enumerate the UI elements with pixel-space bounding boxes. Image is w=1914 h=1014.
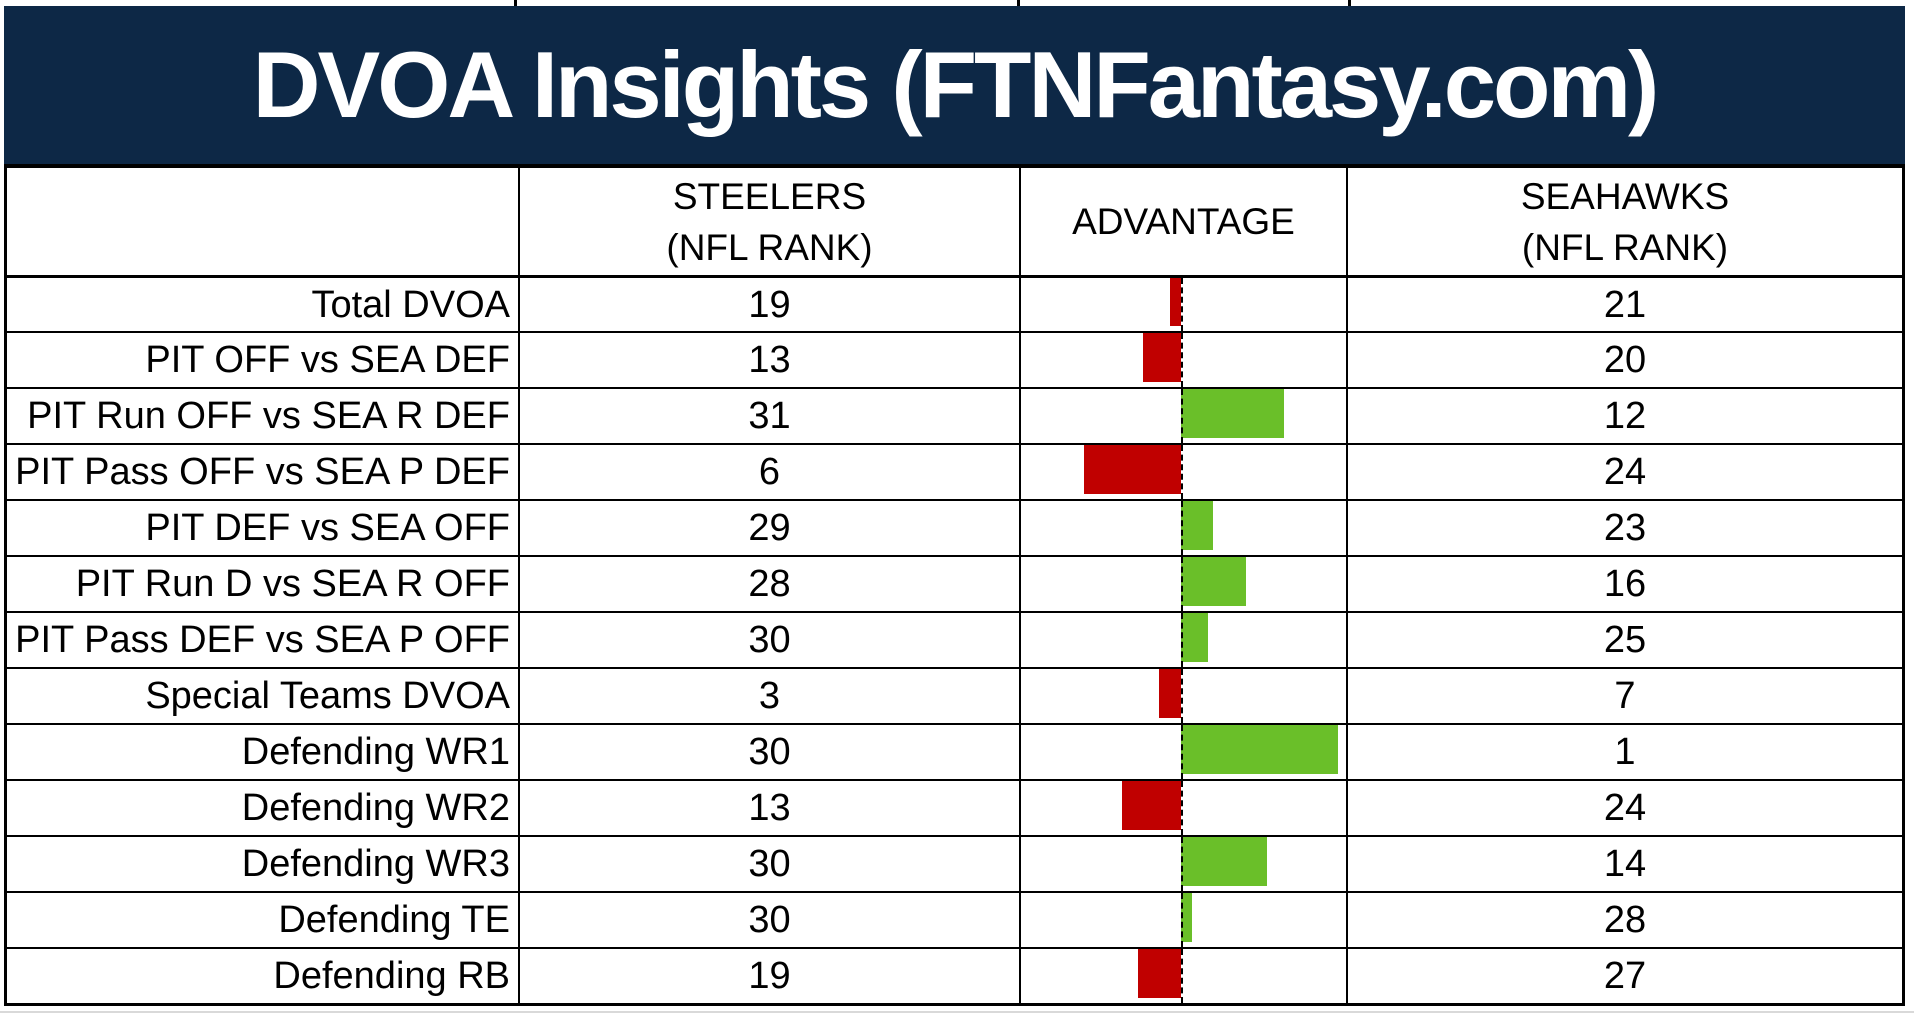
advantage-cell xyxy=(1019,387,1346,443)
advantage-zero-axis xyxy=(1181,837,1183,891)
advantage-bar-green xyxy=(1181,613,1208,662)
steelers-rank-value: 19 xyxy=(518,947,1019,1003)
advantage-cell xyxy=(1019,555,1346,611)
seahawks-rank-value: 25 xyxy=(1346,611,1902,667)
row-label: Defending TE xyxy=(7,891,518,947)
advantage-zero-axis xyxy=(1181,949,1183,1003)
row-label: Defending WR2 xyxy=(7,779,518,835)
advantage-cell xyxy=(1019,947,1346,1003)
seahawks-rank-value: 21 xyxy=(1346,275,1902,331)
advantage-cell xyxy=(1019,443,1346,499)
row-label: PIT Pass DEF vs SEA P OFF xyxy=(7,611,518,667)
advantage-zero-axis xyxy=(1181,445,1183,499)
row-label: Total DVOA xyxy=(7,275,518,331)
advantage-bar-green xyxy=(1181,501,1213,550)
seahawks-rank-value: 27 xyxy=(1346,947,1902,1003)
steelers-rank-value: 31 xyxy=(518,387,1019,443)
row-label: Special Teams DVOA xyxy=(7,667,518,723)
dvoa-table: STEELERS (NFL RANK) ADVANTAGE SEAHAWKS (… xyxy=(4,164,1905,1006)
seahawks-rank-value: 14 xyxy=(1346,835,1902,891)
steelers-rank-value: 3 xyxy=(518,667,1019,723)
seahawks-rank-value: 1 xyxy=(1346,723,1902,779)
advantage-cell xyxy=(1019,835,1346,891)
steelers-rank-value: 30 xyxy=(518,723,1019,779)
header-seahawks-team: SEAHAWKS xyxy=(1520,175,1730,217)
advantage-zero-axis xyxy=(1181,669,1183,723)
advantage-bar-red xyxy=(1084,445,1181,494)
steelers-rank-value: 30 xyxy=(518,611,1019,667)
advantage-cell xyxy=(1019,891,1346,947)
header-advantage: ADVANTAGE xyxy=(1019,168,1346,275)
steelers-rank-value: 19 xyxy=(518,275,1019,331)
steelers-rank-value: 30 xyxy=(518,891,1019,947)
gridline-stub xyxy=(514,0,517,7)
title-banner: DVOA Insights (FTNFantasy.com) xyxy=(4,6,1905,164)
seahawks-rank-value: 24 xyxy=(1346,443,1902,499)
steelers-rank-value: 30 xyxy=(518,835,1019,891)
seahawks-rank-value: 24 xyxy=(1346,779,1902,835)
advantage-cell xyxy=(1019,723,1346,779)
row-label: PIT OFF vs SEA DEF xyxy=(7,331,518,387)
row-label: PIT Pass OFF vs SEA P DEF xyxy=(7,443,518,499)
advantage-zero-axis xyxy=(1181,613,1183,667)
row-label: Defending RB xyxy=(7,947,518,1003)
advantage-cell xyxy=(1019,331,1346,387)
header-steelers-team: STEELERS xyxy=(672,175,867,217)
header-advantage-label: ADVANTAGE xyxy=(1072,201,1295,242)
page-title: DVOA Insights (FTNFantasy.com) xyxy=(252,32,1660,137)
advantage-cell xyxy=(1019,499,1346,555)
seahawks-rank-value: 12 xyxy=(1346,387,1902,443)
header-steelers-ranknote: (NFL RANK) xyxy=(666,226,873,268)
seahawks-rank-value: 23 xyxy=(1346,499,1902,555)
row-label: PIT Run D vs SEA R OFF xyxy=(7,555,518,611)
header-seahawks-ranknote: (NFL RANK) xyxy=(1521,226,1729,268)
header-row-labels xyxy=(7,168,518,275)
advantage-bar-green xyxy=(1181,557,1246,606)
advantage-zero-axis xyxy=(1181,781,1183,835)
advantage-zero-axis xyxy=(1181,278,1183,331)
advantage-bar-green xyxy=(1181,725,1338,774)
steelers-rank-value: 13 xyxy=(518,779,1019,835)
seahawks-rank-value: 28 xyxy=(1346,891,1902,947)
advantage-bar-red xyxy=(1170,278,1181,326)
header-steelers: STEELERS (NFL RANK) xyxy=(518,168,1019,275)
gridline-stub xyxy=(1348,0,1351,7)
gridline-stub xyxy=(1017,0,1020,7)
advantage-zero-axis xyxy=(1181,333,1183,387)
row-label: PIT DEF vs SEA OFF xyxy=(7,499,518,555)
steelers-rank-value: 28 xyxy=(518,555,1019,611)
advantage-zero-axis xyxy=(1181,557,1183,611)
seahawks-rank-value: 16 xyxy=(1346,555,1902,611)
advantage-bar-green xyxy=(1181,389,1284,438)
advantage-cell xyxy=(1019,667,1346,723)
row-label: PIT Run OFF vs SEA R DEF xyxy=(7,387,518,443)
advantage-bar-green xyxy=(1181,837,1267,886)
advantage-bar-red xyxy=(1159,669,1181,718)
gridline-below-table xyxy=(0,1011,1914,1013)
steelers-rank-value: 6 xyxy=(518,443,1019,499)
advantage-zero-axis xyxy=(1181,725,1183,779)
row-label: Defending WR3 xyxy=(7,835,518,891)
steelers-rank-value: 29 xyxy=(518,499,1019,555)
advantage-zero-axis xyxy=(1181,389,1183,443)
advantage-bar-red xyxy=(1143,333,1181,382)
advantage-bar-red xyxy=(1138,949,1181,998)
steelers-rank-value: 13 xyxy=(518,331,1019,387)
advantage-bar-green xyxy=(1181,893,1192,942)
advantage-cell xyxy=(1019,275,1346,331)
advantage-bar-red xyxy=(1122,781,1181,830)
advantage-zero-axis xyxy=(1181,501,1183,555)
seahawks-rank-value: 20 xyxy=(1346,331,1902,387)
row-label: Defending WR1 xyxy=(7,723,518,779)
advantage-cell xyxy=(1019,779,1346,835)
header-seahawks: SEAHAWKS (NFL RANK) xyxy=(1346,168,1902,275)
advantage-cell xyxy=(1019,611,1346,667)
advantage-zero-axis xyxy=(1181,893,1183,947)
seahawks-rank-value: 7 xyxy=(1346,667,1902,723)
